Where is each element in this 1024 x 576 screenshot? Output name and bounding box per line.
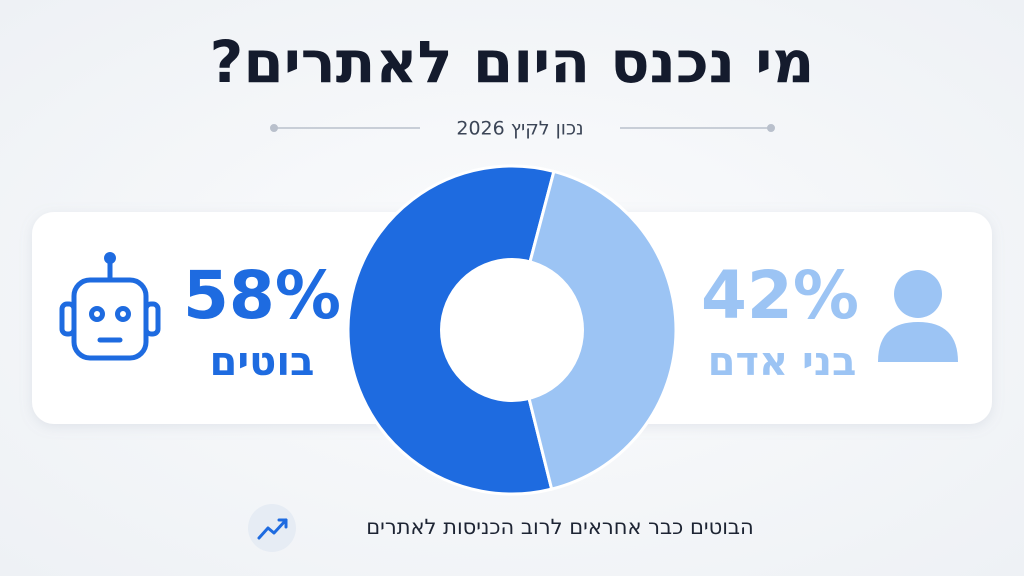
subtitle-divider — [270, 124, 775, 132]
person-icon — [878, 270, 958, 362]
annotation: הבוטים כבר אחראים לרוב הכניסות לאתרים — [366, 515, 754, 539]
subtitle: נכון לקיץ 2026 — [456, 118, 583, 140]
title: מי נכנס היום לאתרים? — [210, 28, 815, 96]
trend-icon — [248, 504, 296, 552]
robot-icon — [59, 252, 161, 361]
donut-hole — [440, 258, 584, 402]
category-label: בני אדם — [708, 339, 857, 385]
slice — [510, 169, 678, 491]
category-label: בוטים — [210, 339, 315, 385]
value-label: 58% — [183, 257, 341, 334]
value-label: 42% — [701, 257, 859, 334]
